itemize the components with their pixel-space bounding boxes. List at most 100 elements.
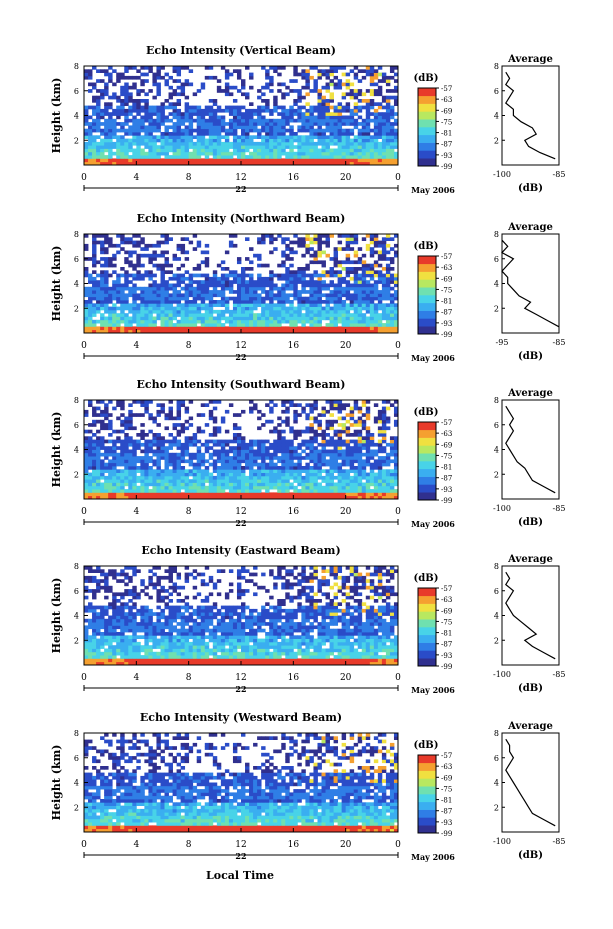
heatmap-cell xyxy=(208,300,214,304)
heatmap-cell xyxy=(152,161,157,166)
heatmap-cell xyxy=(241,316,246,321)
heatmap-cell xyxy=(120,85,125,90)
heatmap-cell xyxy=(349,138,355,143)
heatmap-cell xyxy=(172,158,177,163)
heatmap-cell xyxy=(132,138,137,143)
heatmap-cell xyxy=(132,306,137,311)
heatmap-cell xyxy=(208,416,214,421)
heatmap-cell xyxy=(192,462,198,467)
heatmap-cell xyxy=(277,155,282,159)
heatmap-cell xyxy=(373,280,379,284)
heatmap-cell xyxy=(156,462,161,467)
heatmap-cell xyxy=(297,270,302,274)
heatmap-cell xyxy=(92,293,97,298)
heatmap-cell xyxy=(285,243,290,248)
heatmap-cell xyxy=(337,276,343,281)
heatmap-cell xyxy=(140,122,145,126)
heatmap-cell xyxy=(273,105,278,110)
heatmap-cell xyxy=(249,326,254,331)
heatmap-cell xyxy=(285,329,290,334)
heatmap-cell xyxy=(333,257,339,261)
heatmap-cell xyxy=(208,309,214,314)
heatmap-cell xyxy=(108,240,113,245)
heatmap-cell xyxy=(224,82,230,87)
heatmap-cell xyxy=(124,462,129,467)
heatmap-cell xyxy=(156,151,161,156)
heatmap-cell xyxy=(333,85,339,90)
heatmap-cell xyxy=(192,466,198,470)
heatmap-cell xyxy=(329,319,334,324)
heatmap-cell xyxy=(385,141,391,146)
heatmap-cell xyxy=(116,273,121,278)
heatmap-cell xyxy=(305,247,310,251)
heatmap-cell xyxy=(204,296,210,301)
heatmap-cell xyxy=(373,329,379,334)
heatmap-cell xyxy=(188,105,194,110)
heatmap-cell xyxy=(289,286,294,291)
heatmap-cell xyxy=(92,145,97,149)
heatmap-cell xyxy=(365,442,371,447)
heatmap-cell xyxy=(389,482,395,487)
heatmap-cell xyxy=(241,306,246,311)
heatmap-cell xyxy=(124,442,129,447)
heatmap-cell xyxy=(265,128,270,133)
heatmap-cell xyxy=(88,148,93,153)
heatmap-cell xyxy=(297,151,302,156)
heatmap-cell xyxy=(108,316,113,321)
heatmap-cell xyxy=(309,283,314,288)
heatmap-cell xyxy=(196,290,202,294)
heatmap-cell xyxy=(253,108,258,113)
x-tick-label: 20 xyxy=(340,173,352,183)
heatmap-cell xyxy=(148,69,153,73)
heatmap-cell xyxy=(337,270,343,274)
heatmap-cell xyxy=(148,125,153,130)
heatmap-cell xyxy=(277,329,282,334)
heatmap-cell xyxy=(220,300,226,304)
heatmap-cell xyxy=(88,456,93,460)
heatmap-cell xyxy=(293,475,298,480)
heatmap-cell xyxy=(277,472,282,477)
heatmap-cell xyxy=(144,161,149,166)
heatmap-cell xyxy=(176,309,182,314)
heatmap-cell xyxy=(285,118,290,123)
heatmap-cell xyxy=(333,456,339,460)
heatmap-cell xyxy=(228,105,234,110)
heatmap-cell xyxy=(289,303,294,307)
heatmap-cell xyxy=(373,270,379,274)
heatmap-cell xyxy=(249,158,254,163)
heatmap-cell xyxy=(297,138,302,143)
heatmap-cell xyxy=(349,409,355,414)
heatmap-cell xyxy=(313,323,318,327)
heatmap-cell xyxy=(297,95,302,100)
heatmap-cell xyxy=(116,416,121,421)
heatmap-cell xyxy=(257,283,262,288)
heatmap-cell xyxy=(361,273,367,278)
heatmap-cell xyxy=(232,141,238,146)
heatmap-cell xyxy=(180,429,186,434)
heatmap-cell xyxy=(333,469,339,473)
heatmap-cell xyxy=(192,306,198,311)
colorbar-tick-label: -99 xyxy=(441,163,452,171)
heatmap-cell xyxy=(269,161,274,166)
heatmap-cell xyxy=(321,263,326,268)
heatmap-cell xyxy=(361,459,367,464)
heatmap-cell xyxy=(224,439,230,444)
heatmap-cell xyxy=(361,442,367,447)
heatmap-cell xyxy=(261,303,266,307)
heatmap-cell xyxy=(184,309,190,314)
heatmap-cell xyxy=(188,303,194,307)
heatmap-cell xyxy=(208,135,214,139)
heatmap-cell xyxy=(156,138,161,143)
heatmap-cell xyxy=(341,260,347,265)
heatmap-cell xyxy=(132,495,137,500)
heatmap-cell xyxy=(196,108,202,113)
heatmap-cell xyxy=(321,442,326,447)
heatmap-cell xyxy=(285,462,290,467)
heatmap-cell xyxy=(333,148,339,153)
heatmap-cell xyxy=(349,319,355,324)
heatmap-cell xyxy=(84,303,89,307)
heatmap-cell xyxy=(100,319,105,324)
heatmap-cell xyxy=(232,452,238,457)
heatmap-cell xyxy=(353,92,359,97)
heatmap-cell xyxy=(253,122,258,126)
